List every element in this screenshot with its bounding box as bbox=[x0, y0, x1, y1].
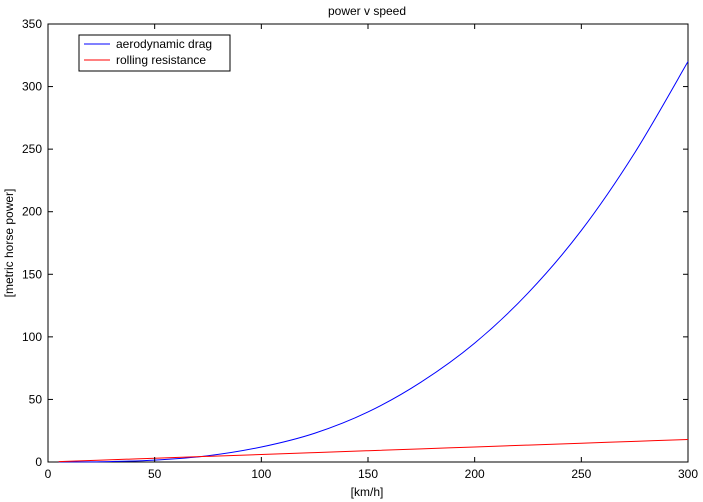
legend: aerodynamic drag rolling resistance bbox=[78, 34, 231, 72]
y-tick-label-50: 50 bbox=[29, 392, 43, 406]
series-line-aerodynamic-drag bbox=[58, 61, 689, 463]
x-tick-label-150: 150 bbox=[358, 467, 378, 481]
legend-box bbox=[78, 34, 231, 72]
x-tick-label-50: 50 bbox=[148, 467, 162, 481]
ticks-layer: 0 50 100 150 200 250 300 0 50 100 150 200 250 300 350 bbox=[22, 17, 698, 481]
y-axis-title: [metric horse power] bbox=[2, 189, 16, 298]
legend-label-aerodynamic-drag: aerodynamic drag bbox=[116, 37, 212, 51]
y-tick-label-0: 0 bbox=[35, 455, 42, 469]
y-tick-label-150: 150 bbox=[22, 267, 42, 281]
y-tick-label-300: 300 bbox=[22, 80, 42, 94]
x-tick-label-200: 200 bbox=[465, 467, 485, 481]
x-tick-label-250: 250 bbox=[571, 467, 591, 481]
legend-label-rolling-resistance: rolling resistance bbox=[116, 53, 206, 67]
x-tick-label-0: 0 bbox=[45, 467, 52, 481]
y-tick-label-250: 250 bbox=[22, 142, 42, 156]
chart-title: power v speed bbox=[328, 4, 406, 18]
x-axis-title: [km/h] bbox=[351, 485, 384, 499]
y-tick-label-100: 100 bbox=[22, 330, 42, 344]
y-tick-label-200: 200 bbox=[22, 205, 42, 219]
x-tick-label-100: 100 bbox=[251, 467, 271, 481]
x-tick-label-300: 300 bbox=[678, 467, 698, 481]
y-tick-label-350: 350 bbox=[22, 17, 42, 31]
